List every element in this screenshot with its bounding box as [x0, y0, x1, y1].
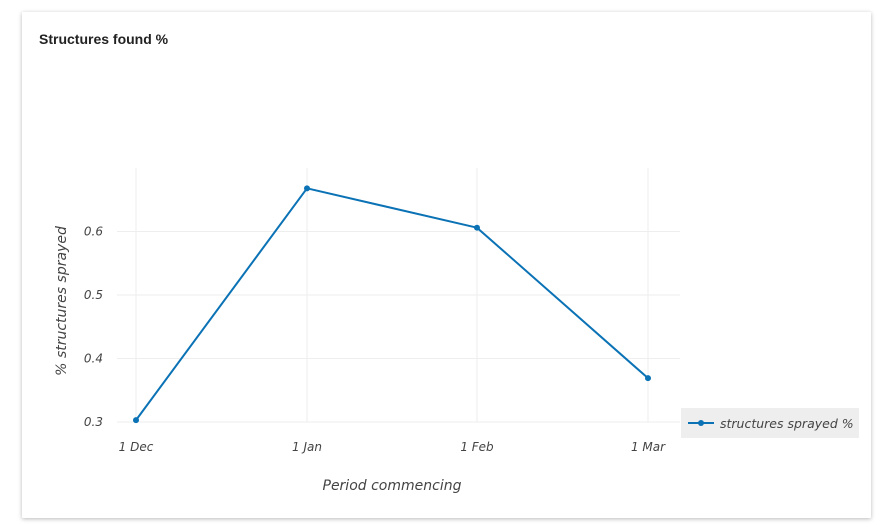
y-tick-label: 0.6 [84, 225, 103, 239]
x-axis-title: Period commencing [323, 478, 462, 494]
data-point[interactable] [133, 417, 139, 424]
legend-label: structures sprayed % [720, 416, 854, 431]
chart-title: Structures found % [39, 31, 169, 47]
legend-swatch-marker [698, 420, 704, 426]
y-axis-ticks: 0.3 0.4 0.5 0.6 [84, 225, 103, 430]
y-gridlines [117, 231, 680, 423]
legend[interactable]: structures sprayed % [681, 408, 859, 438]
series-line [135, 187, 649, 421]
x-tick-label: 1 Jan [292, 440, 322, 454]
x-axis-ticks: 1 Dec 1 Jan 1 Feb 1 Mar [119, 440, 666, 454]
x-tick-label: 1 Dec [119, 440, 154, 454]
data-point[interactable] [304, 185, 310, 192]
data-point[interactable] [474, 224, 480, 231]
y-tick-label: 0.5 [84, 288, 103, 302]
data-point[interactable] [645, 375, 651, 382]
y-axis-title: % structures sprayed [54, 226, 70, 376]
x-tick-label: 1 Mar [631, 440, 666, 454]
y-tick-label: 0.4 [84, 352, 103, 366]
x-tick-label: 1 Feb [460, 440, 494, 454]
y-tick-label: 0.3 [84, 415, 103, 429]
series-layer [133, 185, 651, 424]
